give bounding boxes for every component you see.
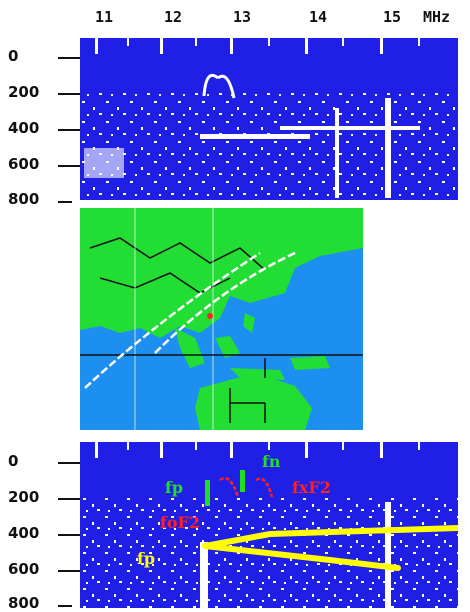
height-tick xyxy=(58,605,72,607)
height-tick-label: 200 xyxy=(8,488,40,506)
height-tick xyxy=(58,165,82,167)
height-tick-label: 400 xyxy=(8,524,40,542)
height-tick xyxy=(58,498,82,500)
freq-tick-label: 13 xyxy=(233,8,252,26)
height-tick-label: 600 xyxy=(8,560,40,578)
height-tick-label: 0 xyxy=(8,47,19,65)
map-panel xyxy=(80,208,363,430)
height-tick xyxy=(58,534,82,536)
freq-tick-label: 14 xyxy=(309,8,328,26)
height-tick-label: 0 xyxy=(8,452,19,470)
height-tick-label: 200 xyxy=(8,83,40,101)
freq-tick-label: 15 xyxy=(383,8,402,26)
height-tick xyxy=(58,129,82,131)
height-tick xyxy=(58,93,82,95)
fxF2-label: fxF2 xyxy=(292,478,331,497)
height-tick xyxy=(58,201,72,203)
freq-tick-label: 12 xyxy=(164,8,183,26)
height-tick-label: 800 xyxy=(8,594,40,612)
bottom-ionogram xyxy=(80,442,458,608)
top-ionogram xyxy=(80,38,458,200)
station-marker xyxy=(207,313,213,319)
freq-tick-label: 11 xyxy=(95,8,114,26)
height-tick xyxy=(58,570,82,572)
height-tick-label: 600 xyxy=(8,155,40,173)
height-tick xyxy=(58,462,82,464)
fn-label: fn xyxy=(262,452,281,471)
fp-upper-label: fp xyxy=(165,478,184,497)
fp-lower-label: fp xyxy=(137,549,156,568)
height-tick-label: 400 xyxy=(8,119,40,137)
height-tick xyxy=(58,57,82,59)
freq-unit-label: MHz xyxy=(423,8,451,26)
height-tick-label: 800 xyxy=(8,190,40,208)
foF2-label: foF2 xyxy=(160,513,201,532)
